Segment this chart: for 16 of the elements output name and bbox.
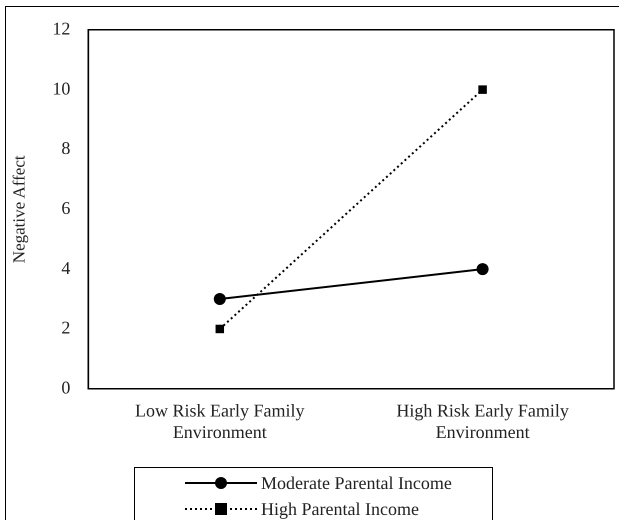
y-tick-label: 8 xyxy=(61,138,70,158)
y-tick-label: 0 xyxy=(61,378,70,398)
point xyxy=(478,85,487,94)
x-tick-label: High Risk Early Family Environment xyxy=(396,400,569,442)
y-tick-label: 10 xyxy=(52,78,70,98)
legend-label: Moderate Parental Income xyxy=(261,472,452,494)
point xyxy=(214,293,226,306)
y-axis-title: Negative Affect xyxy=(10,155,29,264)
y-tick-label: 6 xyxy=(61,198,70,218)
point xyxy=(476,263,489,276)
x-tick-label: Low Risk Early Family Environment xyxy=(135,400,305,442)
point xyxy=(216,324,224,334)
y-tick-label: 12 xyxy=(52,18,70,39)
y-tick-label: 2 xyxy=(61,318,70,338)
legend-label: High Parental Income xyxy=(261,498,419,520)
y-tick-label: 4 xyxy=(61,258,70,278)
